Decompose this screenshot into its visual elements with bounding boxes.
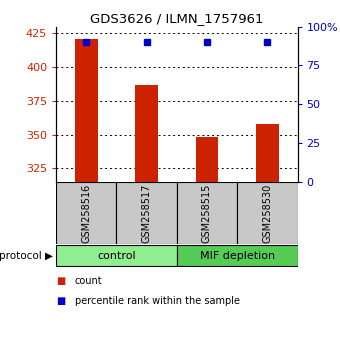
Text: ■: ■ xyxy=(56,296,65,306)
Bar xyxy=(177,182,237,244)
Title: GDS3626 / ILMN_1757961: GDS3626 / ILMN_1757961 xyxy=(90,12,264,25)
Text: GSM258530: GSM258530 xyxy=(262,183,272,242)
Bar xyxy=(237,182,298,244)
Bar xyxy=(116,182,177,244)
Text: protocol ▶: protocol ▶ xyxy=(0,251,53,261)
Bar xyxy=(177,245,298,266)
Bar xyxy=(56,245,177,266)
Text: ■: ■ xyxy=(56,276,65,286)
Text: control: control xyxy=(97,251,136,261)
Bar xyxy=(195,137,218,182)
Text: GSM258517: GSM258517 xyxy=(142,183,152,242)
Bar xyxy=(56,182,116,244)
Text: MIF depletion: MIF depletion xyxy=(200,251,275,261)
Bar xyxy=(135,85,158,182)
Text: count: count xyxy=(75,276,102,286)
Text: percentile rank within the sample: percentile rank within the sample xyxy=(75,296,240,306)
Bar xyxy=(75,39,98,182)
Bar xyxy=(256,124,279,182)
Text: GSM258516: GSM258516 xyxy=(81,183,91,242)
Text: GSM258515: GSM258515 xyxy=(202,183,212,242)
